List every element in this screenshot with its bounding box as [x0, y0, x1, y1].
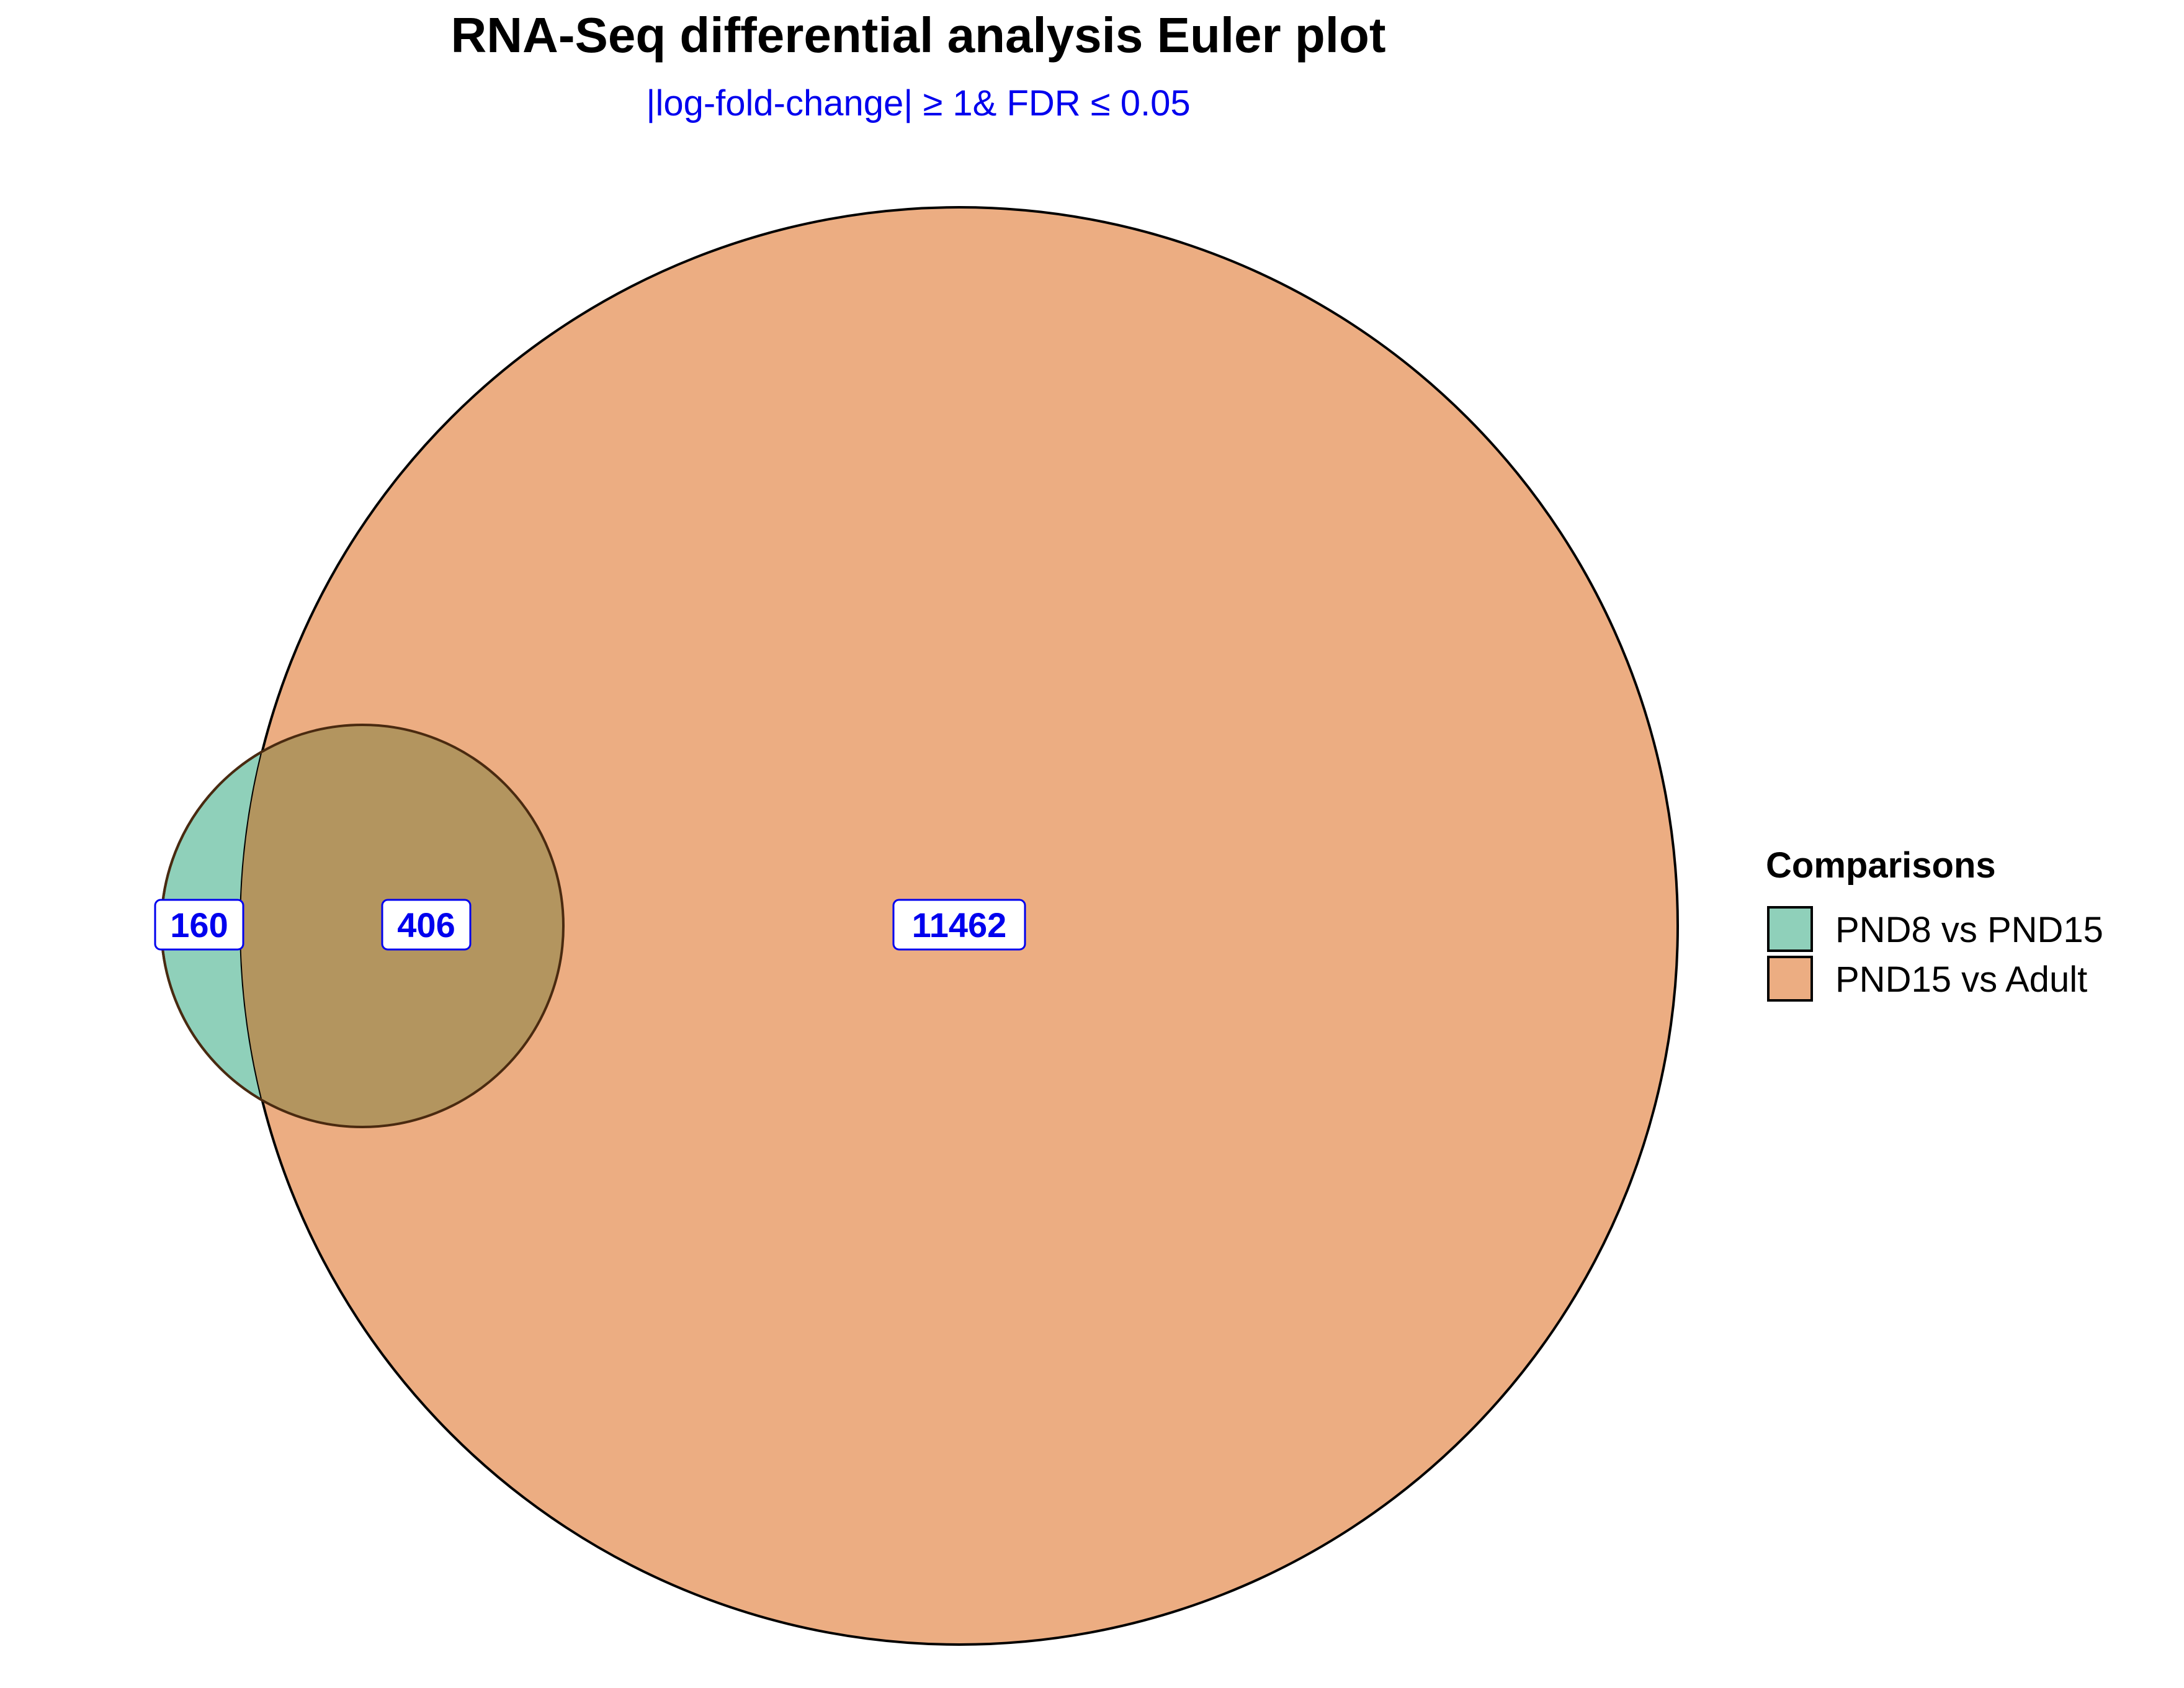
chart-title: RNA-Seq differential analysis Euler plot [451, 7, 1386, 63]
legend-item-pnd15-vs-adult: PND15 vs Adult [1767, 956, 2087, 1002]
region-labels: 160 406 11462 [154, 899, 1026, 951]
region-count-pnd8-only: 160 [170, 905, 228, 945]
region-count-pnd15-only: 11462 [912, 905, 1007, 945]
region-label-box [892, 899, 1026, 951]
chart-subtitle: |log-fold-change| ≥ 1& FDR ≤ 0.05 [646, 83, 1190, 123]
region-label-box [154, 899, 244, 951]
region-label-pnd15-only: 11462 [892, 899, 1026, 951]
region-count-overlap: 406 [397, 905, 455, 945]
legend-title: Comparisons [1766, 845, 1996, 886]
legend-item-pnd8-vs-pnd15: PND8 vs PND15 [1767, 906, 2103, 952]
legend: Comparisons PND8 vs PND15 PND15 vs Adult [1766, 845, 2103, 1002]
legend-label: PND8 vs PND15 [1835, 910, 2103, 950]
region-label-box [381, 899, 472, 951]
region-label-overlap: 406 [381, 899, 472, 951]
legend-label: PND15 vs Adult [1835, 959, 2087, 1000]
region-label-pnd8-only: 160 [154, 899, 244, 951]
legend-swatch [1767, 906, 1813, 952]
legend-swatch [1767, 956, 1813, 1002]
